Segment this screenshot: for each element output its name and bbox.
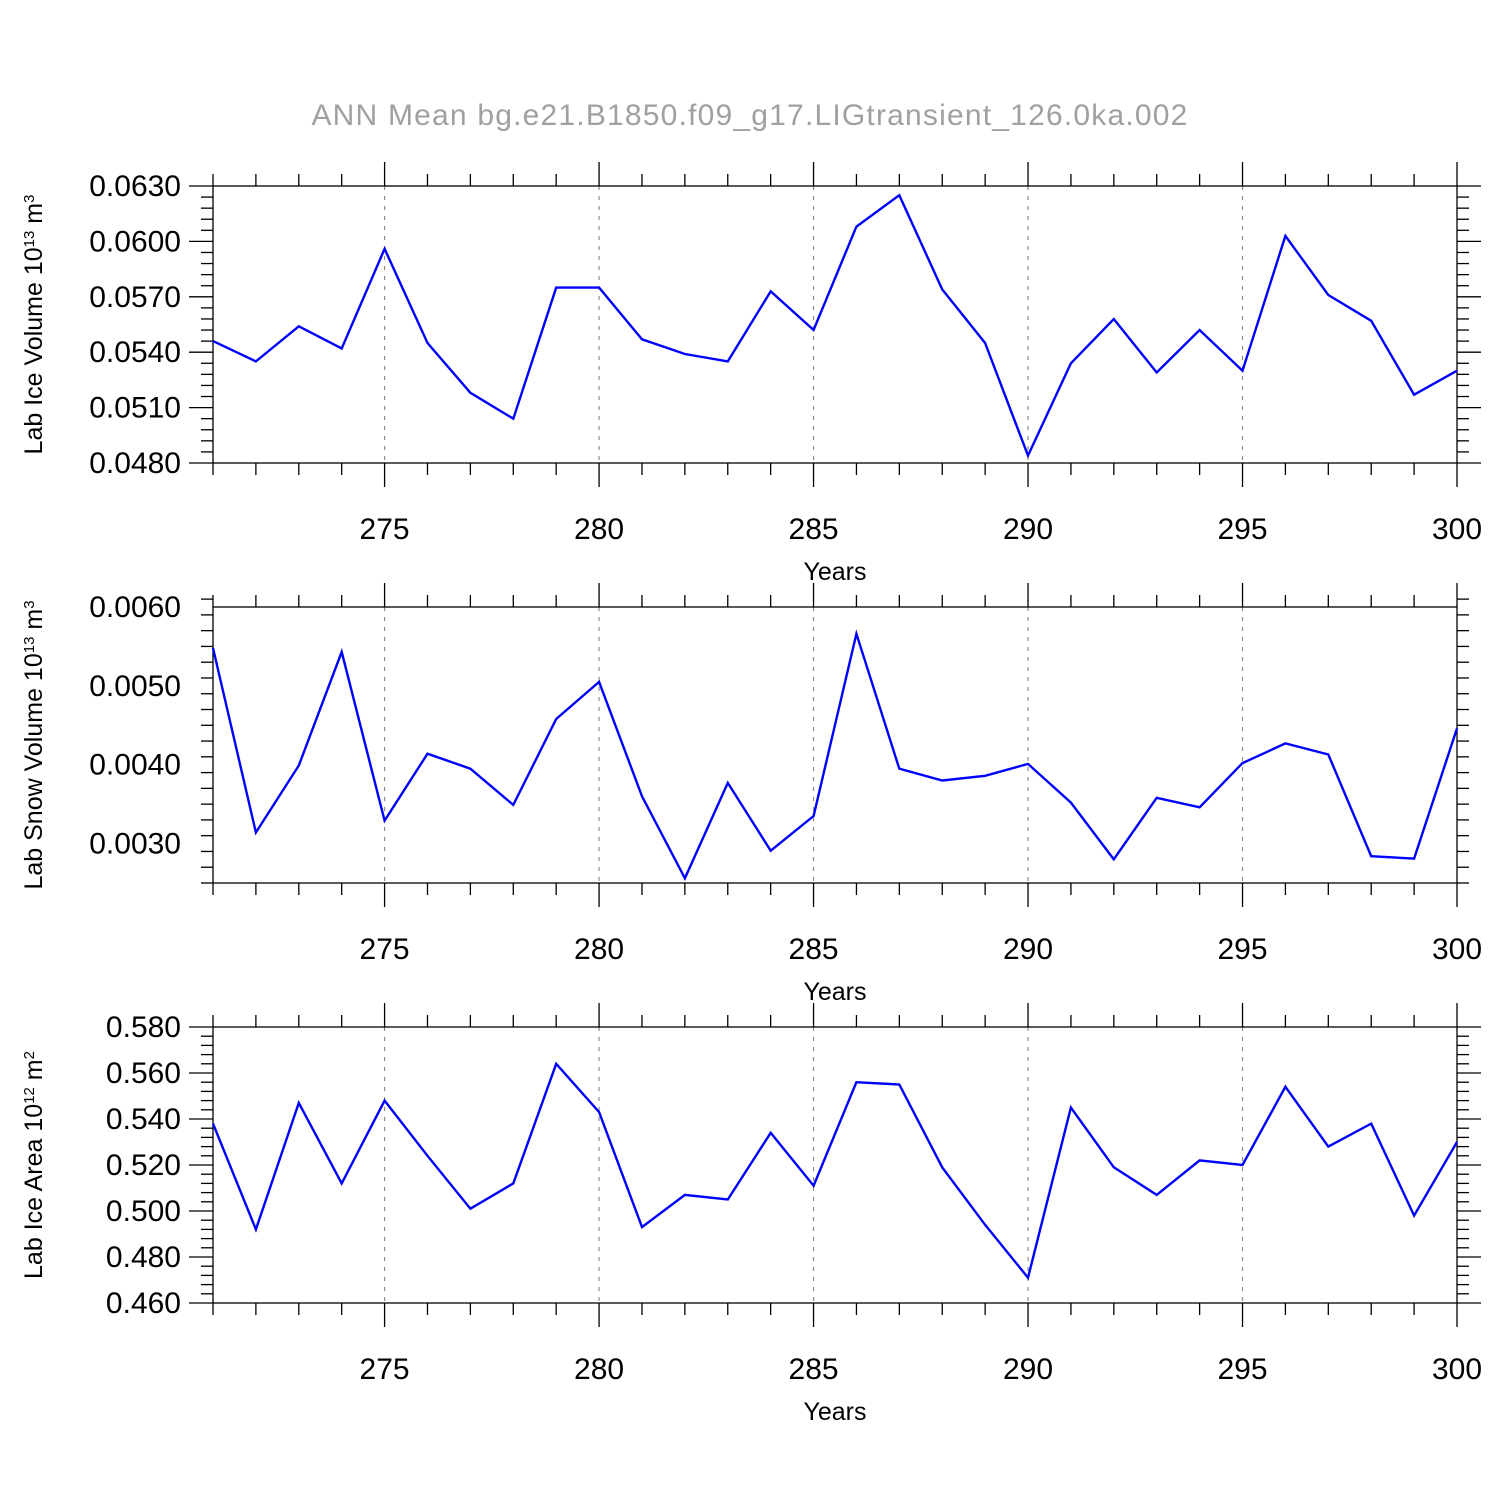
- x-tick-label: 275: [360, 933, 410, 966]
- x-tick-label: 300: [1432, 513, 1482, 546]
- x-tick-label: 300: [1432, 933, 1482, 966]
- series-line: [211, 629, 1459, 882]
- plot-frame: [212, 185, 1458, 464]
- x-tick-label: 290: [1003, 1353, 1053, 1386]
- y-tick-label: 0.0630: [89, 170, 181, 203]
- y-axis-label-part: Lab Ice Area 10: [20, 1104, 48, 1279]
- y-tick-label: 0.0040: [89, 749, 181, 782]
- x-tick-label: 275: [360, 1353, 410, 1386]
- y-tick-label: 0.0510: [89, 392, 181, 425]
- y-tick-label: 0.0600: [89, 225, 181, 258]
- y-axis-label: Lab Ice Area 1012 m2: [20, 1051, 48, 1279]
- x-tick-label: 280: [574, 1353, 624, 1386]
- panel-3: 0.460 0.480 0.500 0.520 0.540 0.560 0.580 275 28…: [20, 1003, 1482, 1426]
- x-tick-label: 280: [574, 513, 624, 546]
- x-tick-label: 300: [1432, 1353, 1482, 1386]
- x-tick-label: 295: [1217, 513, 1267, 546]
- series-line: [212, 193, 1458, 459]
- x-tick-label: 295: [1217, 1353, 1267, 1386]
- x-axis-label: Years: [803, 1398, 866, 1426]
- plot-frame: [212, 606, 1458, 884]
- y-axis-label-superscript: 3: [21, 600, 38, 608]
- y-axis-label-superscript: 13: [21, 231, 38, 248]
- y-axis-label-superscript: 12: [21, 1087, 38, 1104]
- y-axis-label-part: Lab Snow Volume 10: [20, 653, 48, 889]
- y-tick-label: 0.500: [106, 1195, 181, 1228]
- series-line: [211, 1061, 1459, 1281]
- panels-group: 0.0480 0.0510 0.0540 0.0570 0.0600 0.0630 275 2…: [20, 162, 1482, 1426]
- y-tick-label: 0.460: [106, 1287, 181, 1320]
- y-axis-label-superscript: 13: [21, 637, 38, 654]
- y-axis-label: Lab Ice Volume 1013 m3: [20, 195, 48, 455]
- y-tick-label: 0.480: [106, 1241, 181, 1274]
- y-axis-label-part: m: [20, 609, 48, 637]
- y-axis-label-part: Lab Ice Volume 10: [20, 247, 48, 454]
- x-axis-label: Years: [803, 978, 866, 1006]
- y-tick-label: 0.580: [106, 1011, 181, 1044]
- x-axis-label: Years: [803, 558, 866, 586]
- y-tick-label: 0.540: [106, 1103, 181, 1136]
- y-tick-label: 0.0570: [89, 281, 181, 314]
- y-tick-label: 0.0050: [89, 670, 181, 703]
- x-tick-label: 290: [1003, 513, 1053, 546]
- y-tick-label: 0.560: [106, 1057, 181, 1090]
- y-axis-label-superscript: 3: [21, 195, 38, 203]
- x-tick-label: 290: [1003, 933, 1053, 966]
- y-tick-label: 0.0030: [89, 828, 181, 861]
- y-axis-label-part: m: [20, 1059, 48, 1087]
- x-tick-label: 295: [1217, 933, 1267, 966]
- y-axis-label-superscript: 2: [21, 1051, 38, 1059]
- y-tick-label: 0.0480: [89, 447, 181, 480]
- y-tick-label: 0.0540: [89, 336, 181, 369]
- y-tick-label: 0.0060: [89, 591, 181, 624]
- x-tick-label: 285: [789, 1353, 839, 1386]
- y-tick-label: 0.520: [106, 1149, 181, 1182]
- x-tick-label: 275: [360, 513, 410, 546]
- panel-2: 0.0030 0.0040 0.0050 0.0060 275 280 285 290 295 3…: [20, 583, 1482, 1006]
- panel-1: 0.0480 0.0510 0.0540 0.0570 0.0600 0.0630 275 2…: [20, 162, 1482, 586]
- x-tick-label: 285: [789, 933, 839, 966]
- y-axis-label-part: m: [20, 203, 48, 231]
- figure-title: ANN Mean bg.e21.B1850.f09_g17.LIGtransie…: [311, 99, 1188, 132]
- y-axis-label: Lab Snow Volume 1013 m3: [20, 600, 48, 889]
- x-tick-label: 280: [574, 933, 624, 966]
- x-tick-label: 285: [789, 513, 839, 546]
